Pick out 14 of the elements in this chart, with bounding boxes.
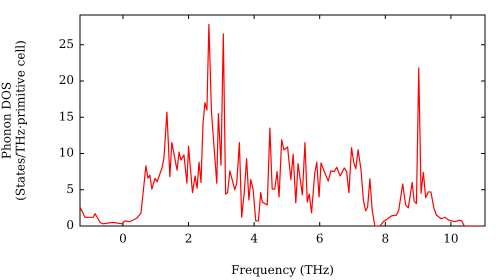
x-tick-label: 0 [119,231,127,246]
x-tick-label: 10 [443,231,459,246]
x-tick-label: 6 [316,231,324,246]
y-tick-label: 10 [58,146,74,160]
x-tick-label: 4 [250,231,258,246]
x-tick-label: 8 [381,231,390,246]
y-tick-label: 5 [66,182,74,196]
y-tick-label: 25 [58,36,74,51]
x-axis-title: Frequency (THz) [231,262,334,277]
y-tick-label: 0 [66,218,74,232]
y-axis-title: Phonon DOS (States/THz·primitive cell) [0,40,28,201]
x-tick-label: 2 [184,231,192,246]
y-tick-label: 20 [58,73,74,88]
y-tick-label: 15 [58,109,74,124]
